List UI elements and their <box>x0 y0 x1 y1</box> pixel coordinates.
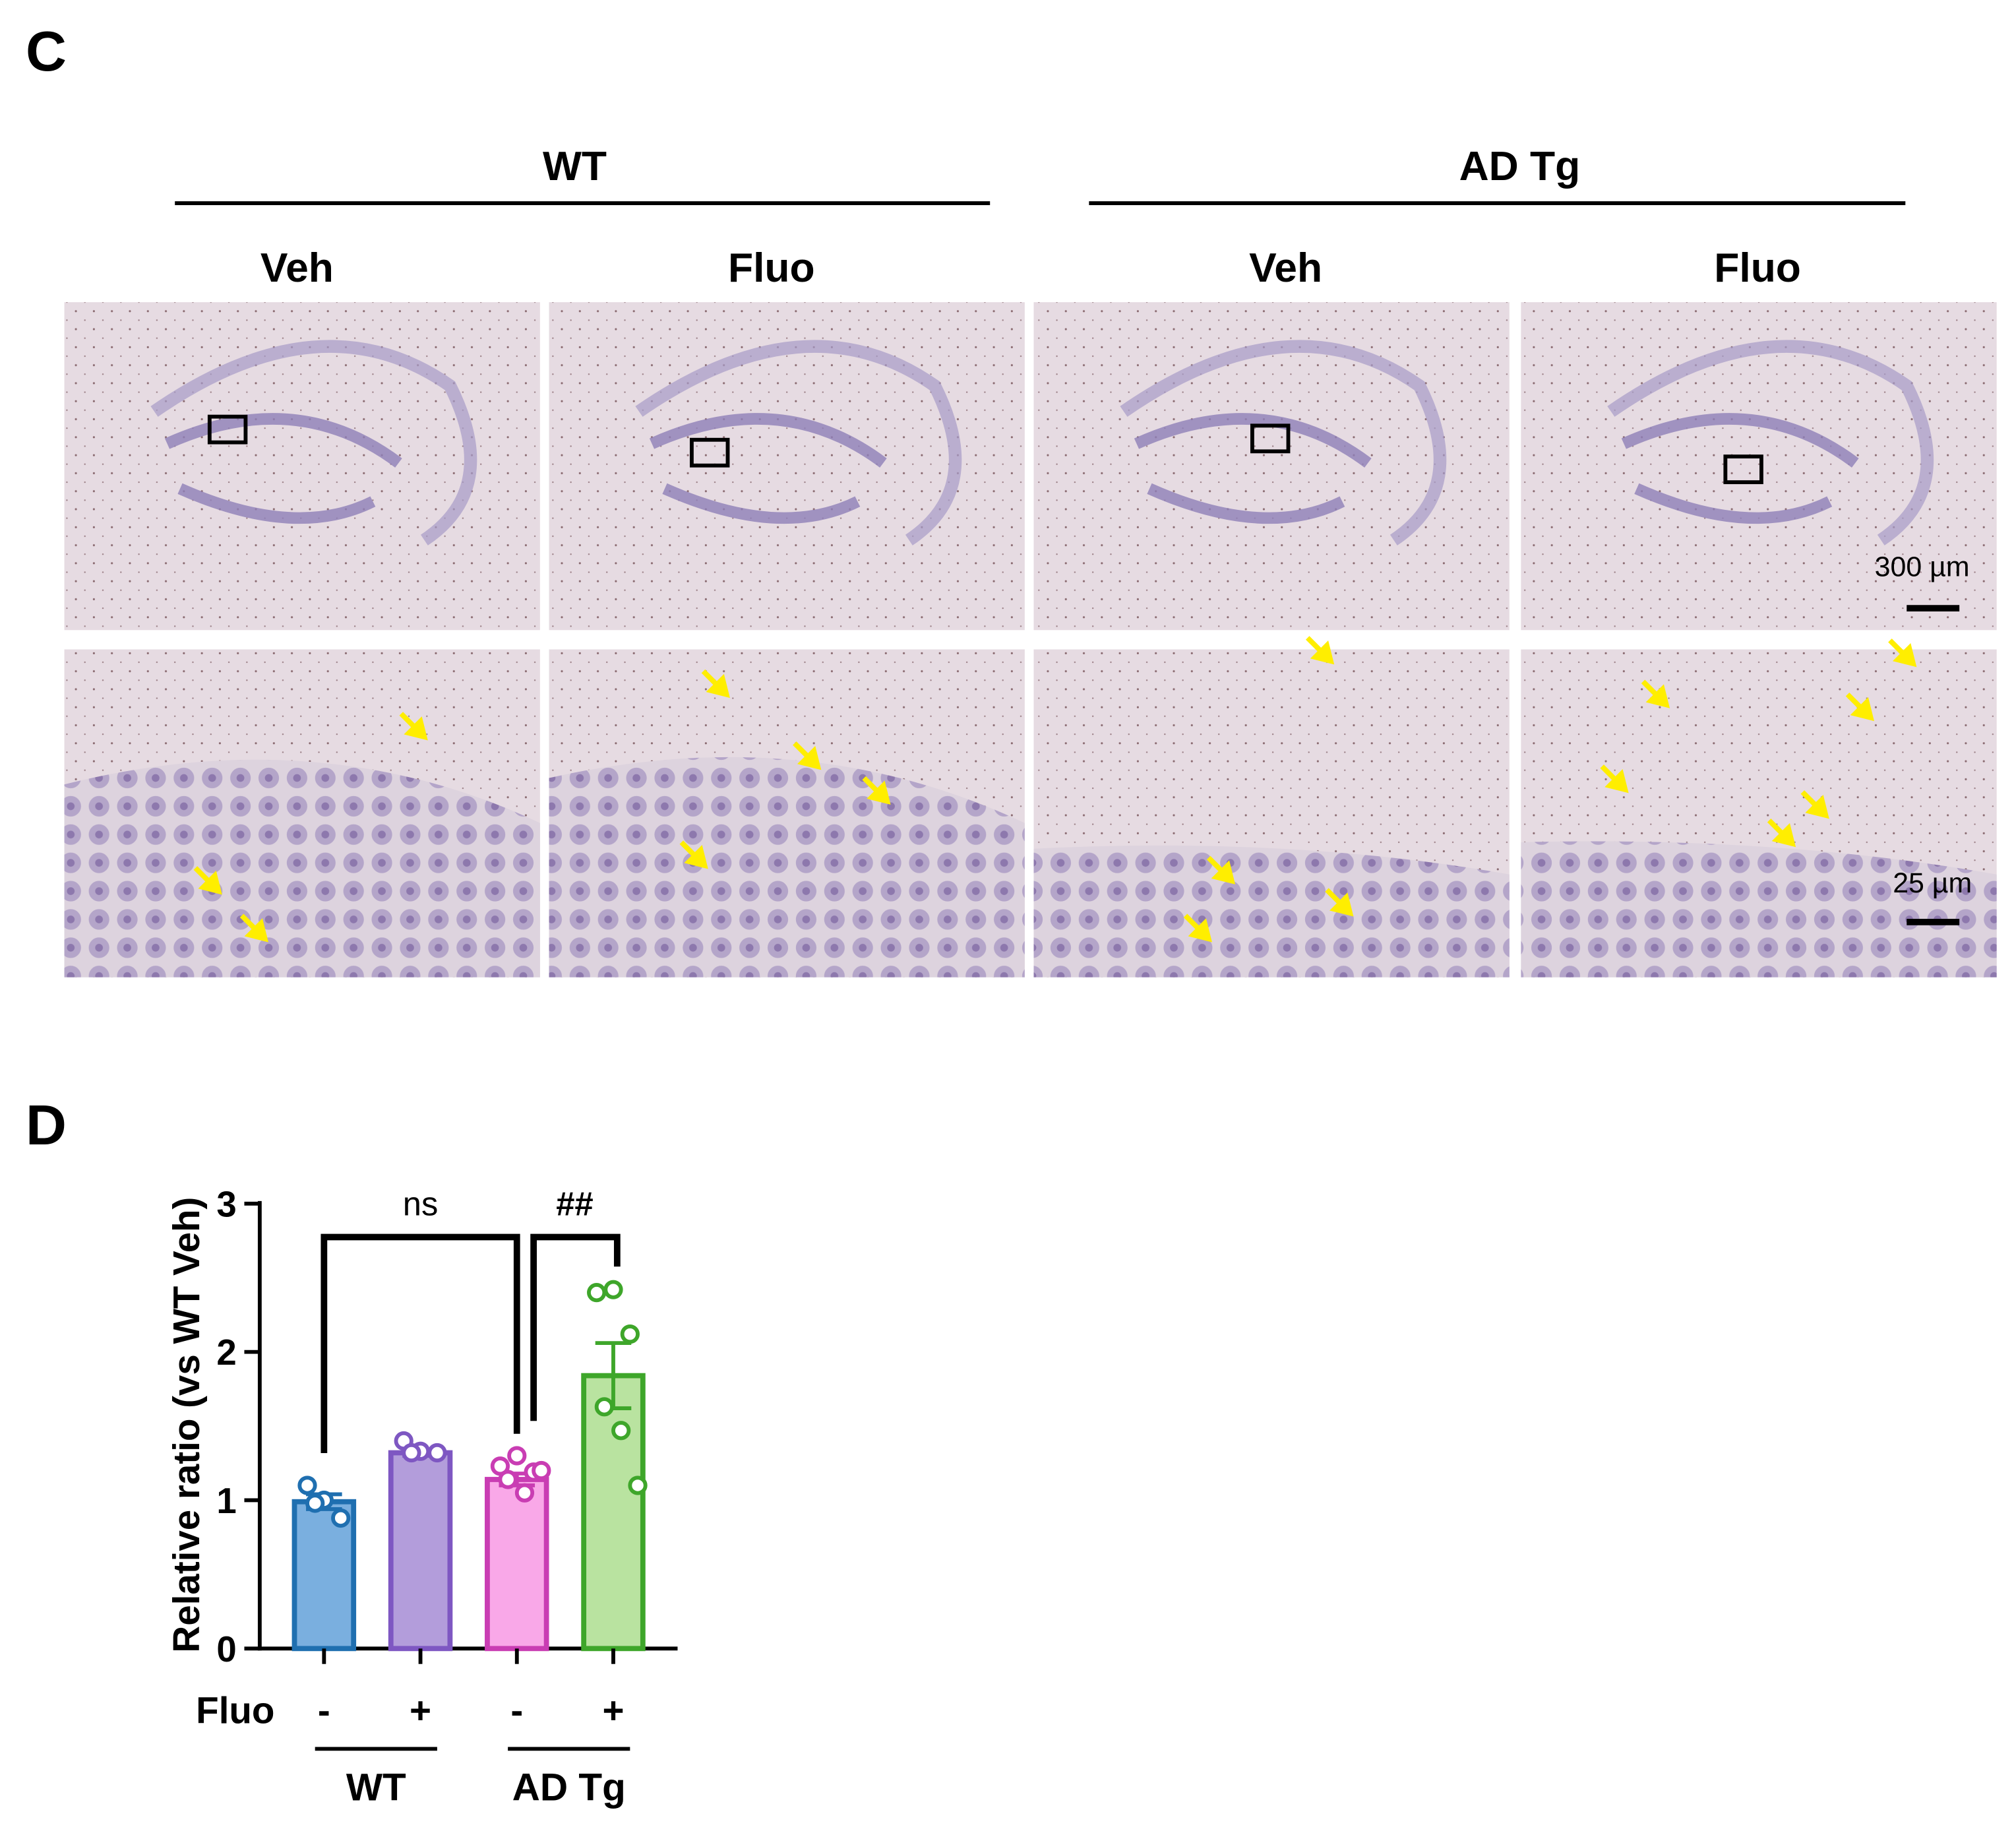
scale-label: 300 µm <box>1875 551 1970 582</box>
arrow <box>679 840 708 869</box>
micrographs <box>64 302 1997 978</box>
cell-layer <box>549 757 1025 978</box>
condition-title: Fluo <box>728 245 815 291</box>
arrow <box>193 866 222 895</box>
zoom-box <box>1723 454 1763 485</box>
bar <box>485 1477 549 1652</box>
x-tick-label: - <box>318 1689 330 1731</box>
y-tick-label: 0 <box>216 1629 236 1669</box>
data-point <box>620 1324 640 1344</box>
group-title: WT <box>543 144 607 189</box>
data-point <box>587 1283 607 1303</box>
data-point <box>603 1280 623 1299</box>
arrow <box>793 741 822 770</box>
x-tick-label: - <box>510 1689 523 1731</box>
bracket <box>321 1233 520 1453</box>
zoom-box <box>207 414 248 445</box>
data-point <box>427 1443 447 1463</box>
arrow <box>1325 888 1354 917</box>
overview-image <box>1033 302 1510 631</box>
row-label: Fluo <box>196 1689 274 1731</box>
condition-title: Veh <box>260 245 334 291</box>
arrow <box>1888 638 1917 668</box>
data-point <box>532 1460 551 1481</box>
hippocampus <box>1120 340 1447 545</box>
scale-label: 25 µm <box>1893 867 1972 899</box>
annotation: ns <box>403 1185 439 1222</box>
annotation: ## <box>556 1185 593 1222</box>
dentate <box>1621 413 1859 524</box>
arrow <box>1600 764 1629 793</box>
data-point <box>402 1443 421 1463</box>
panel-label: C <box>26 20 67 83</box>
bracket <box>530 1233 621 1421</box>
data-point <box>628 1476 648 1495</box>
data-point <box>297 1476 317 1495</box>
x-tick-label: + <box>410 1689 431 1731</box>
data-point <box>507 1446 527 1466</box>
y-tick-label: 3 <box>216 1184 236 1224</box>
panel-label: D <box>26 1094 67 1157</box>
hippocampus <box>1607 340 1934 545</box>
arrow <box>1767 819 1796 848</box>
group-label: WT <box>346 1766 406 1809</box>
data-point <box>498 1470 518 1489</box>
cell-layer <box>1521 841 1997 978</box>
hippocampus <box>635 340 962 545</box>
arrow <box>1183 914 1212 943</box>
data-point <box>305 1493 325 1513</box>
data-point <box>331 1508 351 1528</box>
arrow <box>1305 636 1335 665</box>
arrow <box>1845 692 1875 722</box>
cell-layer <box>1033 845 1510 978</box>
arrow <box>399 712 428 741</box>
hippocampus <box>150 340 477 545</box>
arrow <box>701 669 730 699</box>
zoom-box <box>1250 423 1291 454</box>
arrow <box>1641 679 1670 708</box>
zoom-box <box>689 437 730 468</box>
condition-title: Fluo <box>1714 245 1801 291</box>
arrow <box>1800 790 1829 819</box>
bar <box>581 1373 646 1652</box>
group-label: AD Tg <box>512 1766 626 1809</box>
x-tick-label: + <box>602 1689 624 1731</box>
dentate <box>649 413 887 524</box>
dentate <box>164 413 402 524</box>
dentate <box>1134 413 1372 524</box>
data-point <box>594 1397 614 1417</box>
overview-image <box>1521 302 1997 631</box>
data-point <box>611 1421 631 1441</box>
cell-layer <box>64 759 540 978</box>
group-title: AD Tg <box>1459 144 1581 189</box>
y-tick-label: 1 <box>216 1481 236 1521</box>
bar <box>388 1450 453 1652</box>
data-point <box>514 1483 535 1503</box>
arrow <box>862 776 891 805</box>
arrow <box>239 914 269 943</box>
overview-image <box>64 302 540 631</box>
overview-image <box>549 302 1025 631</box>
y-tick-label: 2 <box>216 1332 236 1373</box>
arrow <box>1206 855 1236 885</box>
y-axis-title: Relative ratio (vs WT Veh) <box>166 1197 207 1653</box>
condition-title: Veh <box>1249 245 1322 291</box>
